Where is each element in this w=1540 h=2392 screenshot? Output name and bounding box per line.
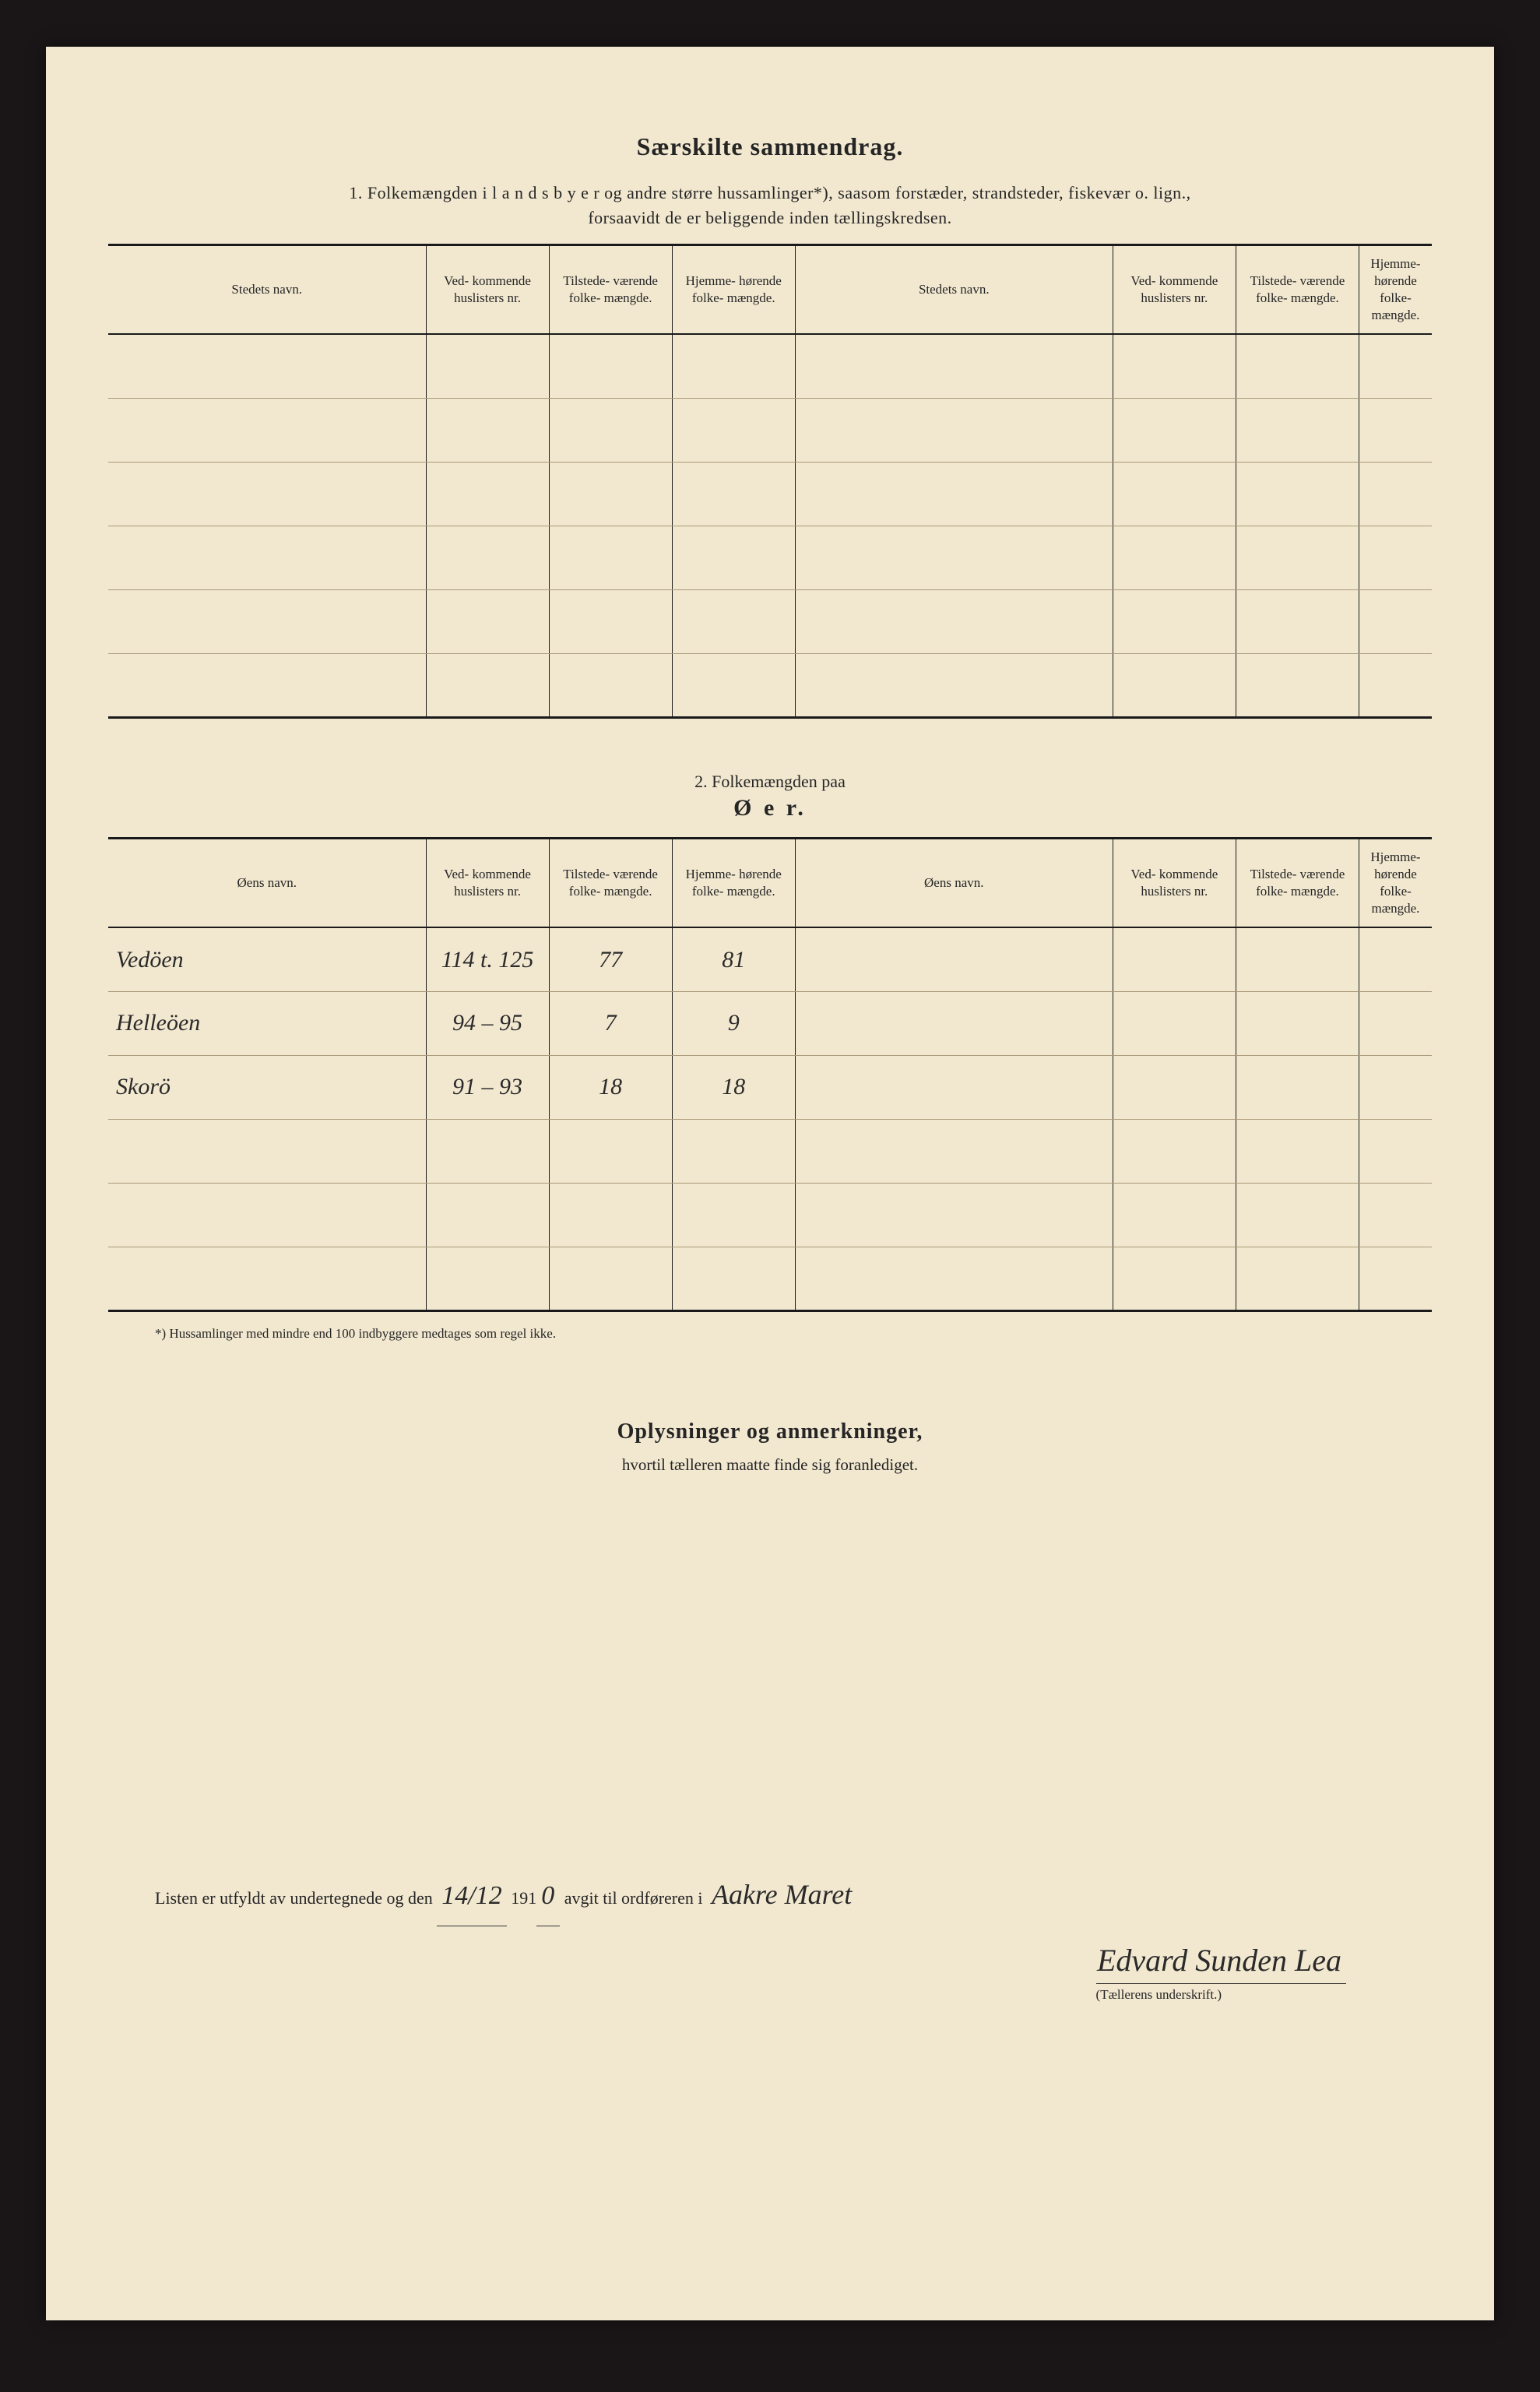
- col-header: Hjemme- hørende folke- mængde.: [1359, 245, 1432, 335]
- section2-line2: Ø e r.: [108, 795, 1432, 821]
- cell-nr: 114 t. 125: [426, 927, 549, 991]
- col-header: Øens navn.: [795, 838, 1113, 927]
- table-row: [108, 589, 1432, 653]
- table-row: [108, 1119, 1432, 1183]
- col-header: Tilstede- værende folke- mængde.: [549, 245, 672, 335]
- col-header: Hjemme- hørende folke- mængde.: [672, 838, 795, 927]
- col-header: Stedets navn.: [795, 245, 1113, 335]
- cell-name: Helleöen: [108, 991, 426, 1055]
- census-form-document: Særskilte sammendrag. 1. Folkemængden i …: [46, 47, 1494, 2320]
- cell-name: Vedöen: [108, 927, 426, 991]
- section3-subtitle: hvortil tælleren maatte finde sig foranl…: [108, 1455, 1432, 1475]
- table-header-row: Stedets navn. Ved- kommende huslisters n…: [108, 245, 1432, 335]
- table-row: [108, 1183, 1432, 1247]
- table-row: [108, 462, 1432, 526]
- cell-resident: 81: [672, 927, 795, 991]
- col-header: Stedets navn.: [108, 245, 426, 335]
- completion-prefix: Listen er utfyldt av undertegnede og den: [155, 1888, 433, 1908]
- col-header: Ved- kommende huslisters nr.: [426, 838, 549, 927]
- section3-title: Oplysninger og anmerkninger,: [108, 1419, 1432, 1444]
- cell-resident: 9: [672, 991, 795, 1055]
- cell-resident: 18: [672, 1055, 795, 1119]
- col-header: Hjemme- hørende folke- mængde.: [1359, 838, 1432, 927]
- notes-blank-area: [108, 1475, 1432, 1849]
- avgit-text: avgit til ordføreren i: [564, 1888, 703, 1908]
- cell-present: 77: [549, 927, 672, 991]
- section1-table: Stedets navn. Ved- kommende huslisters n…: [108, 244, 1432, 719]
- table-row: [108, 334, 1432, 398]
- table-row: Vedöen 114 t. 125 77 81: [108, 927, 1432, 991]
- table-row: [108, 653, 1432, 717]
- signature-block: Edvard Sunden Lea (Tællerens underskrift…: [108, 1942, 1432, 2003]
- section1-subtitle-line2: forsaavidt de er beliggende inden tællin…: [108, 208, 1432, 228]
- signer-name: Edvard Sunden Lea: [1092, 1943, 1346, 1978]
- year-suffix: 0: [536, 1867, 560, 1926]
- cell-present: 18: [549, 1055, 672, 1119]
- year-prefix: 191: [511, 1888, 536, 1908]
- table-row: Helleöen 94 – 95 7 9: [108, 991, 1432, 1055]
- col-header: Tilstede- værende folke- mængde.: [1236, 838, 1359, 927]
- col-header: Ved- kommende huslisters nr.: [1113, 838, 1236, 927]
- place-text: Aakre Maret: [707, 1879, 856, 1910]
- footnote-text: *) Hussamlinger med mindre end 100 indby…: [155, 1326, 1432, 1342]
- section2-line1: 2. Folkemængden paa: [108, 772, 1432, 792]
- table-row: Skorö 91 – 93 18 18: [108, 1055, 1432, 1119]
- col-header: Øens navn.: [108, 838, 426, 927]
- col-header: Tilstede- værende folke- mængde.: [1236, 245, 1359, 335]
- col-header: Ved- kommende huslisters nr.: [1113, 245, 1236, 335]
- section1-subtitle-line1: 1. Folkemængden i l a n d s b y e r og a…: [108, 183, 1432, 203]
- completion-line: Listen er utfyldt av undertegnede og den…: [108, 1864, 1432, 1926]
- cell-nr: 91 – 93: [426, 1055, 549, 1119]
- signature-caption: (Tællerens underskrift.): [1096, 1983, 1346, 2003]
- table-row: [108, 526, 1432, 589]
- section2-table: Øens navn. Ved- kommende huslisters nr. …: [108, 837, 1432, 1312]
- table-row: [108, 398, 1432, 462]
- cell-name: Skorö: [108, 1055, 426, 1119]
- col-header: Tilstede- værende folke- mængde.: [549, 838, 672, 927]
- cell-nr: 94 – 95: [426, 991, 549, 1055]
- table-row: [108, 1247, 1432, 1310]
- col-header: Ved- kommende huslisters nr.: [426, 245, 549, 335]
- col-header: Hjemme- hørende folke- mængde.: [672, 245, 795, 335]
- completion-date: 14/12: [437, 1867, 506, 1926]
- section1-title: Særskilte sammendrag.: [108, 132, 1432, 161]
- table-header-row: Øens navn. Ved- kommende huslisters nr. …: [108, 838, 1432, 927]
- cell-present: 7: [549, 991, 672, 1055]
